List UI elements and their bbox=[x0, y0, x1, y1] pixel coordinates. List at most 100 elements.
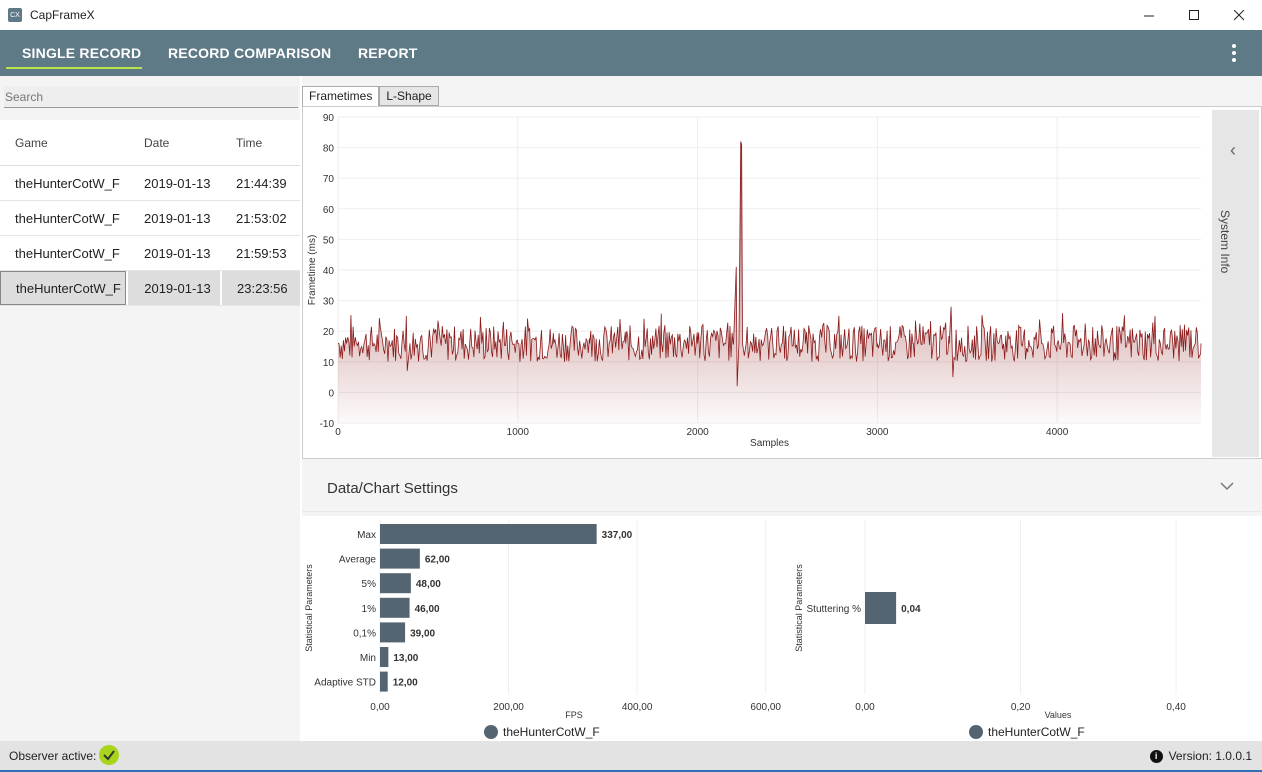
cell-game: theHunterCotW_F bbox=[15, 245, 120, 261]
cell-game: theHunterCotW_F bbox=[15, 175, 120, 191]
column-header-game[interactable]: Game bbox=[15, 135, 48, 150]
category-label: Adaptive STD bbox=[314, 678, 376, 689]
more-menu-icon[interactable] bbox=[1232, 44, 1236, 62]
frametime-area bbox=[338, 141, 1201, 424]
close-button[interactable] bbox=[1217, 0, 1262, 30]
cell-game: theHunterCotW_F bbox=[15, 210, 120, 226]
minimize-button[interactable] bbox=[1127, 0, 1172, 30]
window-title: CapFrameX bbox=[30, 8, 95, 22]
y-tick-label: 40 bbox=[323, 266, 335, 277]
tab-record-comparison[interactable]: RECORD COMPARISON bbox=[168, 45, 332, 61]
value-label: 12,00 bbox=[393, 678, 418, 689]
x-tick-label: 200,00 bbox=[493, 702, 524, 713]
tab-report[interactable]: REPORT bbox=[358, 45, 418, 61]
category-label: Max bbox=[357, 530, 376, 541]
category-label: 5% bbox=[362, 579, 377, 590]
main-nav: SINGLE RECORD RECORD COMPARISON REPORT bbox=[0, 30, 1262, 76]
table-row-selected[interactable]: theHunterCotW_F 2019-01-13 23:23:56 bbox=[0, 271, 300, 306]
x-axis-label: Values bbox=[1045, 710, 1072, 720]
chevron-left-icon[interactable]: ‹ bbox=[1230, 140, 1236, 160]
analysis-panel: Frametimes L-Shape 90 80 70 60 50 40 30 20 10 0 -1… bbox=[302, 76, 1262, 741]
x-tick-label: 1000 bbox=[507, 427, 530, 438]
value-label: 0,04 bbox=[901, 604, 921, 615]
x-tick-label: 0,00 bbox=[855, 702, 875, 713]
table-row[interactable]: theHunterCotW_F 2019-01-13 21:44:39 bbox=[0, 166, 300, 201]
maximize-button[interactable] bbox=[1172, 0, 1217, 30]
data-chart-settings-expander[interactable]: Data/Chart Settings bbox=[302, 464, 1262, 512]
settings-label: Data/Chart Settings bbox=[327, 480, 458, 497]
x-tick-label: 0,00 bbox=[370, 702, 390, 713]
status-bar: Observer active: i Version: 1.0.0.1 bbox=[0, 741, 1262, 772]
cell-date: 2019-01-13 bbox=[144, 210, 211, 226]
y-axis-label: Statistical Parameters bbox=[794, 564, 804, 652]
tab-single-record[interactable]: SINGLE RECORD bbox=[22, 45, 142, 61]
x-tick-label: 3000 bbox=[866, 427, 889, 438]
cell-date: 2019-01-13 bbox=[144, 245, 211, 261]
bar bbox=[380, 671, 388, 692]
tab-frametimes[interactable]: Frametimes bbox=[302, 86, 380, 107]
app-logo-icon: CX bbox=[8, 8, 22, 22]
table-row[interactable]: theHunterCotW_F 2019-01-13 21:59:53 bbox=[0, 236, 300, 271]
cell-time: 21:44:39 bbox=[236, 175, 287, 191]
x-axis-label: Samples bbox=[750, 438, 789, 449]
observer-check-icon bbox=[99, 745, 119, 765]
table-header: Game Date Time bbox=[0, 120, 300, 166]
tab-lshape[interactable]: L-Shape bbox=[379, 86, 439, 106]
records-table: Game Date Time theHunterCotW_F 2019-01-1… bbox=[0, 120, 300, 306]
maximize-icon bbox=[1189, 9, 1199, 20]
bar bbox=[380, 647, 389, 667]
window-border bbox=[0, 770, 1262, 772]
observer-label: Observer active: bbox=[9, 749, 97, 763]
version-label: Version: bbox=[1168, 749, 1212, 763]
y-tick-label: 90 bbox=[323, 113, 335, 124]
legend-swatch bbox=[969, 725, 983, 739]
close-icon bbox=[1234, 9, 1245, 20]
search-input[interactable]: Search bbox=[4, 86, 298, 108]
statistics-panel: 0,00 200,00 400,00 600,00 Max 337,00 Average 62… bbox=[302, 516, 1262, 741]
x-tick-label: 4000 bbox=[1046, 427, 1069, 438]
cell-date: 2019-01-13 bbox=[128, 271, 221, 305]
value-label: 48,00 bbox=[416, 579, 441, 590]
bar bbox=[380, 548, 420, 569]
cell-time: 21:53:02 bbox=[236, 210, 287, 226]
minimize-icon bbox=[1144, 15, 1154, 16]
bar bbox=[380, 597, 410, 618]
y-tick-label: 70 bbox=[323, 174, 335, 185]
system-info-drawer[interactable]: ‹ System Info bbox=[1212, 110, 1259, 457]
system-info-label: System Info bbox=[1218, 210, 1232, 274]
y-tick-label: -10 bbox=[320, 419, 335, 430]
category-label: Stuttering % bbox=[807, 604, 862, 615]
value-label: 46,00 bbox=[415, 604, 440, 615]
table-row[interactable]: theHunterCotW_F 2019-01-13 21:53:02 bbox=[0, 201, 300, 236]
x-tick-label: 2000 bbox=[686, 427, 709, 438]
y-tick-label: 80 bbox=[323, 144, 335, 155]
column-header-date[interactable]: Date bbox=[144, 135, 170, 150]
legend-label: theHunterCotW_F bbox=[503, 725, 600, 739]
bar bbox=[380, 524, 597, 544]
x-tick-label: 0,40 bbox=[1166, 702, 1186, 713]
column-header-time[interactable]: Time bbox=[236, 135, 263, 150]
window-controls bbox=[1127, 0, 1262, 30]
category-label: 1% bbox=[362, 604, 377, 615]
legend-swatch bbox=[484, 725, 498, 739]
x-tick-label: 0,20 bbox=[1011, 702, 1031, 713]
bar bbox=[865, 592, 897, 624]
frametime-chart-container: 90 80 70 60 50 40 30 20 10 0 -10 0 1000 2000 3000 4000 S… bbox=[302, 106, 1262, 459]
cell-date: 2019-01-13 bbox=[144, 175, 211, 191]
y-tick-label: 30 bbox=[323, 297, 335, 308]
category-label: Min bbox=[360, 653, 376, 664]
legend-label: theHunterCotW_F bbox=[988, 725, 1085, 739]
bar bbox=[380, 622, 406, 643]
x-tick-label: 0 bbox=[335, 427, 341, 438]
cell-time: 21:59:53 bbox=[236, 245, 287, 261]
x-tick-label: 400,00 bbox=[622, 702, 653, 713]
y-tick-label: 0 bbox=[328, 388, 334, 399]
version-info: i Version: 1.0.0.1 bbox=[1149, 749, 1252, 763]
title-bar: CX CapFrameX bbox=[0, 0, 1262, 30]
category-label: Average bbox=[339, 555, 377, 566]
record-list-panel: Search Game Date Time theHunterCotW_F 20… bbox=[0, 76, 300, 741]
chevron-down-icon[interactable] bbox=[1220, 478, 1234, 494]
cell-game: theHunterCotW_F bbox=[0, 271, 127, 305]
info-icon[interactable]: i bbox=[1149, 749, 1163, 763]
